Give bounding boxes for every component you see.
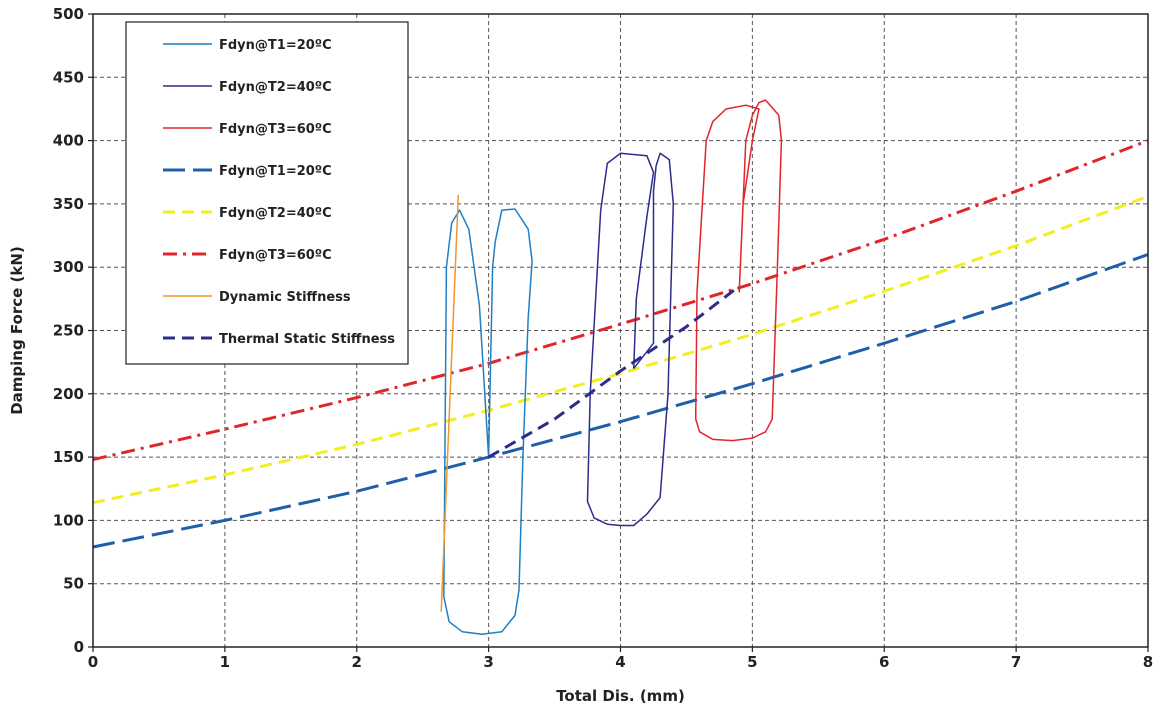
x-axis-label: Total Dis. (mm) [556, 687, 685, 705]
series-line-3 [694, 99, 783, 442]
y-tick-label: 400 [53, 132, 84, 150]
series-line-6 [92, 139, 1149, 462]
legend: Fdyn@T1=20ºC Fdyn@T2=40ºC Fdyn@T3=60ºC Fdyn… [125, 21, 409, 365]
legend-label: Fdyn@T1=20ºC [219, 164, 332, 179]
legend-label: Fdyn@T2=40ºC [219, 80, 332, 95]
legend-label: Fdyn@T1=20ºC [219, 38, 332, 53]
series-line-2 [586, 152, 675, 527]
y-tick-label: 450 [53, 68, 84, 86]
x-tick-label: 8 [1143, 653, 1153, 671]
x-tick-label: 7 [1011, 653, 1021, 671]
x-tick-label: 3 [483, 653, 493, 671]
ticks-layer: 0 1 2 3 4 5 6 7 8 0 50 100 150 200 250 300 350 400 450 500 [53, 5, 1154, 671]
x-tick-label: 0 [88, 653, 98, 671]
legend-box [125, 21, 409, 365]
series-line-8 [487, 285, 741, 459]
series-line-1 [443, 208, 533, 636]
y-tick-label: 50 [63, 575, 84, 593]
legend-label: Fdyn@T2=40ºC [219, 206, 332, 221]
legend-label: Thermal Static Stiffness [219, 332, 395, 347]
y-tick-label: 150 [53, 448, 84, 466]
series-layer [92, 99, 1149, 636]
x-tick-label: 5 [747, 653, 757, 671]
y-tick-label: 350 [53, 195, 84, 213]
x-tick-label: 6 [879, 653, 889, 671]
y-tick-label: 300 [53, 258, 84, 276]
y-axis-label: Damping Force (kN) [8, 246, 26, 415]
legend-label: Fdyn@T3=60ºC [219, 122, 332, 137]
x-tick-label: 4 [615, 653, 625, 671]
x-tick-label: 1 [220, 653, 230, 671]
y-tick-label: 250 [53, 322, 84, 340]
series-line-7 [440, 194, 460, 612]
series-line-4 [92, 253, 1149, 549]
y-tick-label: 100 [53, 511, 84, 529]
legend-label: Fdyn@T3=60ºC [219, 248, 332, 263]
x-tick-label: 2 [352, 653, 362, 671]
y-tick-label: 200 [53, 385, 84, 403]
y-tick-label: 500 [53, 5, 84, 23]
legend-label: Dynamic Stiffness [219, 290, 351, 305]
y-tick-label: 0 [74, 638, 84, 656]
series-line-5 [92, 194, 1149, 505]
